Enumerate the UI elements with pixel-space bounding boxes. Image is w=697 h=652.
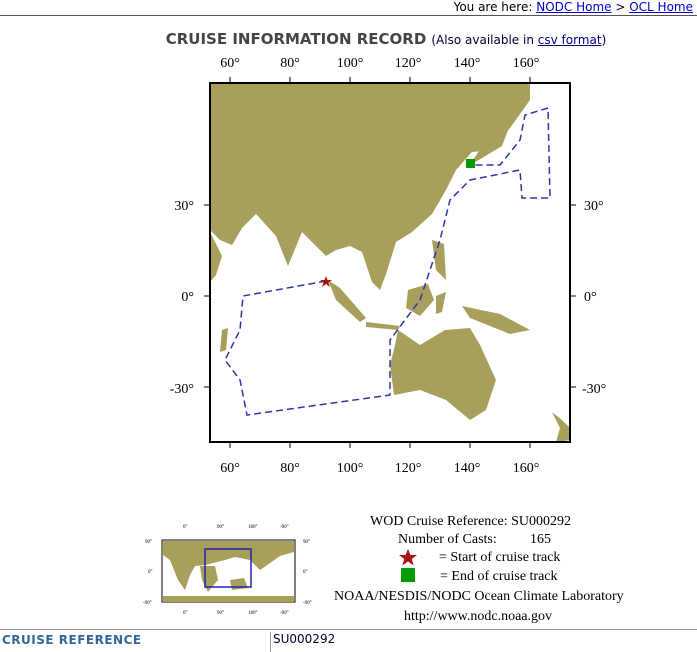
tick-label: 90° (217, 611, 224, 616)
page-title: CRUISE INFORMATION RECORD (Also availabl… (0, 29, 697, 48)
start-star-icon (320, 276, 332, 287)
tick-label: -30° (170, 382, 194, 397)
land-masses (210, 83, 570, 442)
tick-label: -90° (303, 601, 312, 606)
breadcrumb-nodc-home[interactable]: NODC Home (536, 0, 612, 14)
tick-label: 90° (145, 540, 152, 545)
cruise-reference-value: SU000292 (270, 632, 335, 652)
tick-label: 140° (454, 56, 481, 71)
tick-label: 60° (220, 461, 240, 476)
tick-label: 0° (303, 570, 308, 575)
page-title-text: CRUISE INFORMATION RECORD (165, 30, 427, 48)
legend-url: http://www.nodc.noaa.gov (404, 609, 552, 624)
tick-label: 30° (174, 199, 194, 214)
lat-ticks-right: 30° 0° -30° (582, 199, 606, 397)
breadcrumb-separator: > (615, 0, 626, 14)
land-philippines (432, 240, 446, 280)
land-madagascar (220, 328, 228, 352)
tick-label: 30° (584, 199, 604, 214)
legend: WOD Cruise Reference: SU000292 Number of… (334, 514, 624, 624)
tick-marks (204, 77, 576, 448)
land-japan (470, 114, 512, 165)
land-new-guinea (462, 306, 530, 334)
land-africa (210, 232, 222, 282)
also-available: (Also available in csv format) (431, 33, 606, 47)
tick-label: 60° (220, 56, 240, 71)
map-frame (209, 82, 571, 443)
legend-square-icon (401, 568, 415, 582)
tick-label: -90° (280, 611, 289, 616)
tick-label: 120° (395, 461, 422, 476)
tick-label: 100° (337, 461, 364, 476)
tick-label: 180° (248, 525, 258, 530)
land-sulawesi (436, 292, 446, 314)
tick-label: 160° (513, 461, 540, 476)
tick-label: 160° (513, 56, 540, 71)
lon-ticks-bottom: 60° 80° 100° 120° 140° 160° (220, 461, 539, 476)
land-asia (210, 83, 530, 290)
legend-casts-label: Number of Casts: (398, 532, 497, 547)
tick-label: 80° (280, 56, 300, 71)
end-square-icon (466, 159, 475, 168)
tick-label: 80° (280, 461, 300, 476)
legend-reference: WOD Cruise Reference: SU000292 (370, 514, 571, 529)
tick-label: 0° (584, 290, 597, 305)
minimap: 0° 90° 180° -90° 0° 90° 180° -90° 90° 0°… (143, 525, 312, 616)
legend-casts-value: 165 (530, 532, 551, 547)
land-java (366, 322, 400, 330)
cruise-reference-row: CRUISE REFERENCE SU000292 (0, 629, 697, 652)
cruise-reference-label: CRUISE REFERENCE (2, 633, 142, 647)
tick-label: 140° (454, 461, 481, 476)
tick-label: 100° (337, 56, 364, 71)
also-prefix: (Also available in (431, 33, 538, 47)
csv-format-link[interactable]: csv format (537, 33, 602, 47)
tick-label: -30° (582, 382, 606, 397)
tick-label: -90° (143, 601, 152, 606)
cruise-track (224, 106, 551, 416)
tick-label: 0° (181, 290, 194, 305)
tick-label: 90° (303, 540, 310, 545)
land-sumatra (328, 280, 366, 322)
also-suffix: ) (601, 33, 607, 47)
lat-ticks-left: 30° 0° -30° (170, 199, 194, 397)
cruise-track-map: 60° 80° 100° 120° 140° 160° 60° 80° 100°… (143, 56, 624, 624)
tick-label: -90° (280, 525, 289, 530)
legend-star-icon (399, 549, 417, 566)
tick-label: 0° (183, 611, 188, 616)
lon-ticks-top: 60° 80° 100° 120° 140° 160° (220, 56, 539, 71)
tick-label: 90° (217, 525, 224, 530)
tick-label: 0° (183, 525, 188, 530)
legend-start: = Start of cruise track (439, 550, 560, 565)
legend-org: NOAA/NESDIS/NODC Ocean Climate Laborator… (334, 589, 624, 604)
breadcrumb-prefix: You are here: (453, 0, 533, 14)
legend-end: = End of cruise track (440, 569, 558, 584)
land-australia (390, 328, 496, 420)
breadcrumb-ocl-home[interactable]: OCL Home (629, 0, 693, 14)
breadcrumb: You are here: NODC Home > OCL Home (454, 0, 693, 14)
tick-label: 180° (248, 611, 258, 616)
land-new-zealand (552, 412, 570, 442)
top-bar: You are here: NODC Home > OCL Home (0, 0, 697, 16)
tick-label: 0° (148, 570, 153, 575)
tick-label: 120° (395, 56, 422, 71)
